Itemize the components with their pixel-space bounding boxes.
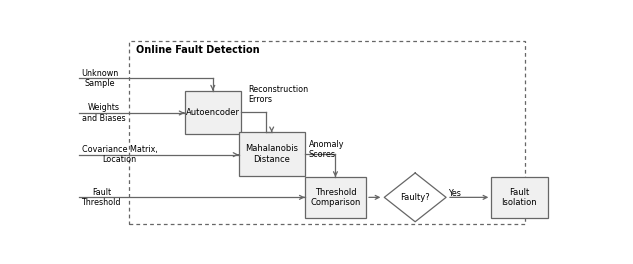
- FancyBboxPatch shape: [491, 177, 548, 218]
- Text: Covariance Matrix,
Location: Covariance Matrix, Location: [82, 145, 158, 164]
- Text: Fault
Threshold: Fault Threshold: [82, 188, 121, 207]
- Text: Online Fault Detection: Online Fault Detection: [135, 45, 259, 55]
- Text: Autoencoder: Autoencoder: [186, 108, 240, 117]
- FancyBboxPatch shape: [239, 132, 305, 176]
- FancyBboxPatch shape: [185, 91, 241, 134]
- Text: Anomaly
Scores: Anomaly Scores: [309, 140, 344, 159]
- FancyBboxPatch shape: [305, 177, 366, 218]
- Text: Mahalanobis
Distance: Mahalanobis Distance: [245, 144, 298, 164]
- Text: Unknown
Sample: Unknown Sample: [82, 69, 119, 88]
- Text: Faulty?: Faulty?: [400, 193, 430, 202]
- Text: Reconstruction
Errors: Reconstruction Errors: [248, 85, 308, 104]
- Text: Yes: Yes: [449, 189, 461, 198]
- Text: Threshold
Comparison: Threshold Comparison: [310, 188, 361, 207]
- Text: Weights
and Biases: Weights and Biases: [82, 103, 125, 123]
- Text: Fault
Isolation: Fault Isolation: [501, 188, 537, 207]
